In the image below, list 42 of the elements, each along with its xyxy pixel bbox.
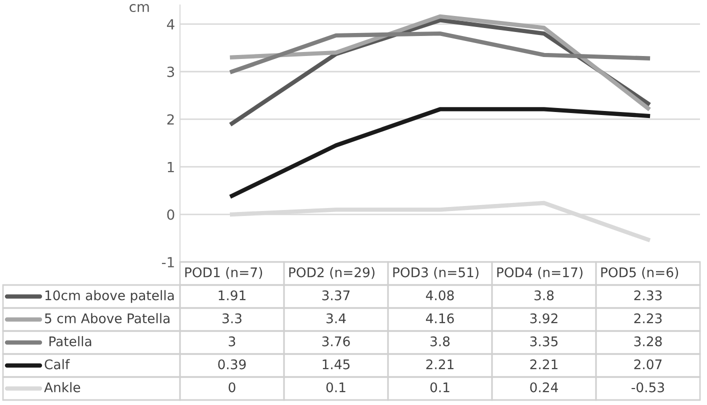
- y-tick-label: 3: [167, 66, 174, 78]
- data-label: 1.91: [218, 290, 246, 300]
- data-label: 2.23: [634, 313, 662, 324]
- data-label: 0.1: [326, 382, 346, 392]
- y-tick-label: 1: [168, 162, 174, 172]
- data-label: 2.21: [530, 359, 558, 370]
- x-tick-label: POD4 (n=17): [497, 267, 582, 279]
- data-label: 4.16: [426, 313, 454, 324]
- data-label: 3.8: [534, 290, 554, 300]
- data-label: 3.4: [326, 313, 346, 324]
- legend-label: Ankle: [44, 382, 80, 392]
- data-label: 0.1: [430, 382, 450, 392]
- legend-label: 5 cm Above Patella: [45, 313, 170, 324]
- y-tick-label: -1: [162, 257, 174, 268]
- legend-label: 10cm above patella: [45, 290, 174, 303]
- data-label: 3.8: [430, 336, 450, 346]
- x-tick-label: POD2 (n=29): [289, 267, 374, 279]
- data-label: 4.08: [426, 290, 454, 300]
- data-label: 3.35: [530, 336, 558, 346]
- data-label: -0.53: [632, 382, 664, 392]
- x-tick-label: POD5 (n=6): [601, 267, 678, 279]
- y-tick-label: 4: [166, 19, 174, 30]
- data-label: 3.92: [530, 313, 558, 324]
- legend-label: Calf: [44, 359, 70, 370]
- legend-label: Patella: [49, 336, 92, 346]
- data-label: 2.33: [634, 290, 662, 300]
- data-label: 3.3: [222, 313, 242, 324]
- y-axis-title: cm: [130, 4, 149, 12]
- data-label: 3.28: [634, 336, 662, 346]
- data-label: 2.07: [634, 359, 662, 370]
- y-tick-label: 0: [167, 209, 174, 220]
- data-label: 2.21: [426, 359, 454, 370]
- data-label: 0: [228, 382, 236, 392]
- x-tick-label: POD3 (n=51): [393, 267, 478, 279]
- x-tick-label: POD1 (n=7): [185, 267, 262, 279]
- data-label: 0.39: [218, 359, 246, 370]
- data-label: 0.24: [530, 382, 558, 392]
- data-label: 3.76: [322, 336, 350, 346]
- y-tick-label: 2: [167, 114, 174, 124]
- data-label: 3.37: [322, 290, 350, 300]
- data-label: 3: [228, 336, 236, 346]
- data-label: 1.45: [322, 360, 350, 370]
